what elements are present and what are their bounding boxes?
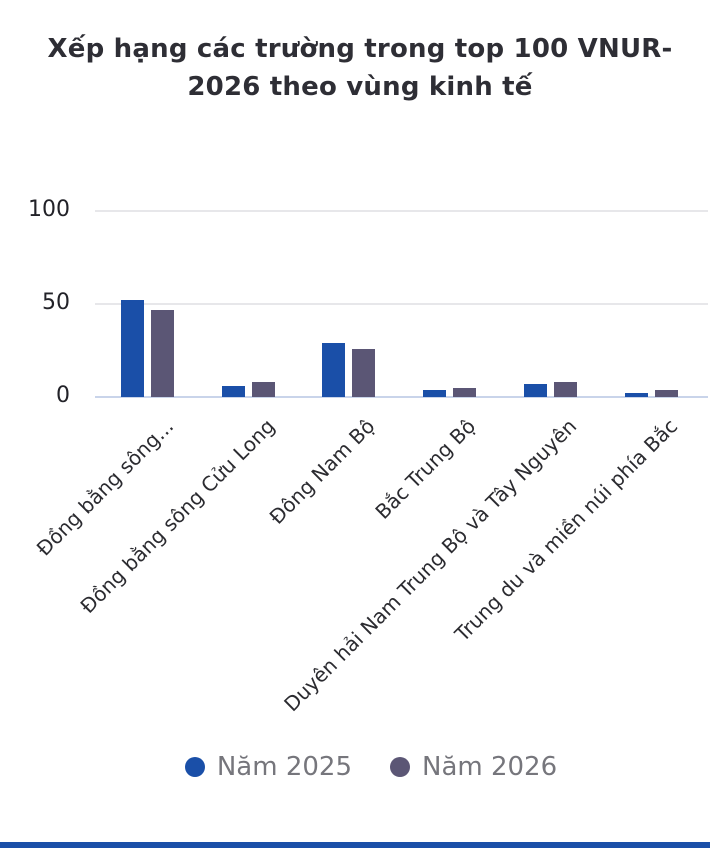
bar-năm-2026-group-6 — [654, 389, 678, 397]
bar-năm-2026-group-3 — [352, 348, 376, 397]
legend-dot-icon — [184, 757, 205, 777]
gridline-y50 — [95, 303, 708, 305]
y-axis-tick-label: 100 — [28, 197, 70, 222]
gridline-y100 — [95, 210, 708, 212]
footer-accent-bar — [0, 842, 710, 848]
gridline-y0 — [95, 396, 708, 398]
bar-năm-2025-group-2 — [221, 385, 245, 397]
bar-năm-2025-group-4 — [423, 389, 447, 397]
y-axis-tick-label: 50 — [42, 290, 70, 315]
legend-item-năm-2026: Năm 2026 — [390, 752, 557, 782]
y-axis-tick-label: 0 — [56, 383, 70, 408]
bar-năm-2025-group-3 — [322, 343, 346, 397]
legend-dot-icon — [390, 757, 410, 777]
chart-title-line1: Xếp hạng các trường trong top 100 VNUR- — [47, 34, 673, 64]
chart-title-line2: 2026 theo vùng kinh tế — [187, 72, 533, 102]
x-axis-label-4: Bắc Trung Bộ — [370, 414, 481, 524]
bar-năm-2026-group-1 — [151, 309, 174, 397]
bar-năm-2026-group-2 — [251, 382, 275, 397]
legend-item-năm-2025: Năm 2025 — [184, 752, 352, 782]
chart-title: Xếp hạng các trường trong top 100 VNUR- … — [10, 30, 710, 106]
bar-năm-2025-group-5 — [523, 383, 547, 397]
legend-label: Năm 2025 — [216, 752, 352, 782]
chart-legend: Năm 2025 Năm 2026 — [0, 752, 720, 782]
bar-năm-2025-group-1 — [121, 300, 144, 397]
x-axis-label-6: Trung du và miền núi phía Bắc — [449, 414, 682, 647]
bar-năm-2026-group-5 — [553, 382, 577, 397]
x-axis-label-2: Đồng bằng sông Cửu Long — [75, 414, 280, 619]
x-axis-label-3: Đông Nam Bộ — [264, 414, 380, 529]
bar-năm-2026-group-4 — [453, 387, 477, 397]
legend-label: Năm 2026 — [422, 752, 558, 782]
bar-năm-2025-group-6 — [624, 393, 648, 397]
